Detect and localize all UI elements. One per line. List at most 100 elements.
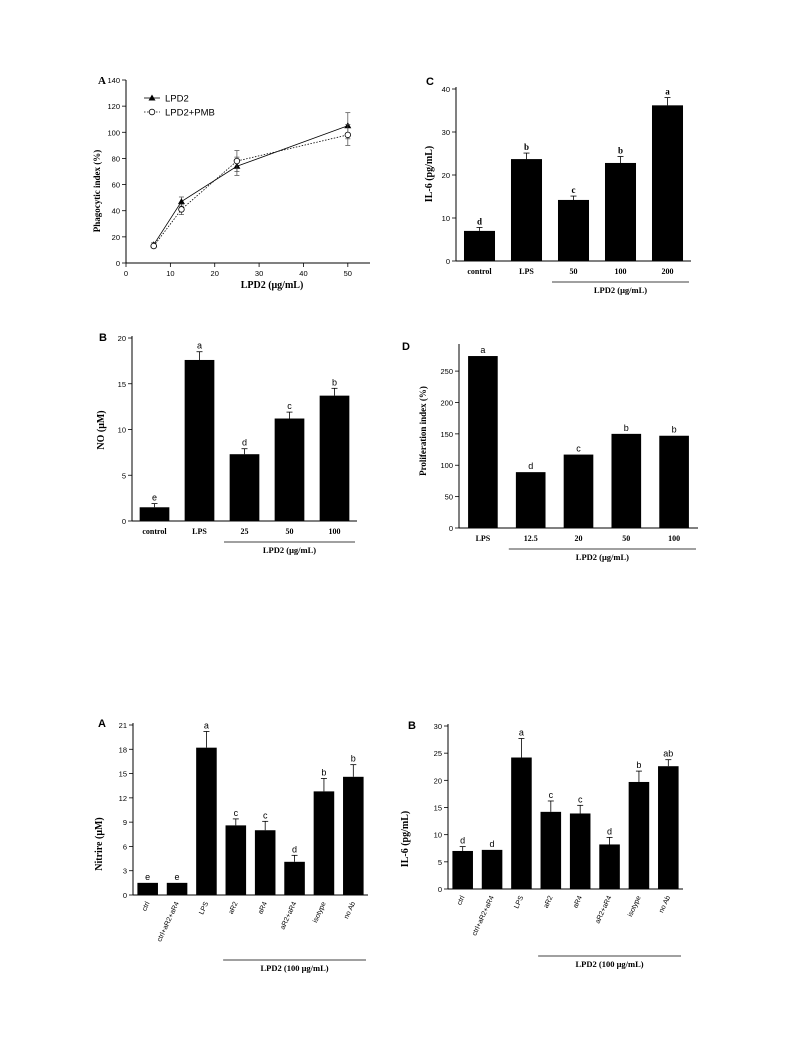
significance-letter: b [321, 767, 326, 777]
y-tick-label: 30 [442, 128, 450, 137]
y-tick-label: 20 [442, 171, 450, 180]
x-tick-label: ctrl+aR2+aR4 [471, 895, 496, 937]
panel-label: B [408, 720, 416, 732]
y-tick-label: 5 [438, 858, 442, 867]
x-tick-label: isotype [312, 901, 328, 924]
bar [658, 766, 679, 889]
x-tick-label: 20 [211, 269, 219, 278]
bar [563, 454, 594, 528]
y-axis-title: Proliferation index (%) [418, 386, 428, 476]
significance-letter: a [480, 345, 485, 355]
y-tick-label: 10 [442, 214, 450, 223]
bar [319, 395, 350, 521]
y-tick-label: 20 [118, 334, 126, 343]
significance-letter: a [519, 727, 524, 737]
y-tick-label: 0 [446, 257, 450, 266]
bar [139, 507, 170, 521]
y-axis-title: NO (μM) [96, 410, 107, 449]
x-tick-label: 12.5 [524, 534, 538, 543]
x-tick-label: aR4 [257, 901, 269, 916]
x-tick-label: LPS [476, 534, 491, 543]
group-label: LPD2 (100 μg/mL) [576, 959, 644, 969]
x-tick-label: LPS [192, 527, 207, 536]
chart-1c-il6: C IL-6 (pg/mL) 0 10 20 30 40 d control b LPS c 50 b… [424, 76, 691, 295]
bar [659, 435, 689, 528]
bar [166, 882, 188, 895]
legend: LPD2 LPD2+PMB [144, 94, 215, 119]
y-tick-label: 140 [107, 76, 120, 85]
bar [540, 811, 562, 889]
x-tick-label: ctrl [141, 900, 151, 912]
y-axis-title: IL-6 (pg/mL) [400, 811, 411, 867]
significance-letter: d [607, 826, 612, 836]
y-tick-label: 15 [434, 804, 442, 813]
bar [463, 230, 496, 261]
legend-marker-triangle [148, 94, 156, 101]
x-tick-label: 200 [662, 267, 674, 276]
y-tick-label: 6 [123, 842, 127, 851]
y-tick-label: 10 [434, 831, 442, 840]
significance-letter: b [672, 425, 677, 435]
x-tick-label: 10 [166, 269, 174, 278]
panel-label: C [426, 76, 434, 88]
y-tick-label: 50 [445, 493, 453, 502]
y-tick-label: 200 [440, 398, 453, 407]
x-tick-label: aR2 [543, 895, 555, 910]
legend-label: LPD2 [165, 94, 189, 105]
significance-letter: a [665, 87, 670, 97]
significance-letter: b [618, 146, 623, 156]
bar [604, 162, 637, 261]
x-tick-label: 100 [329, 527, 341, 536]
significance-letter: c [572, 185, 576, 195]
bar [225, 825, 247, 895]
significance-letter: d [490, 839, 495, 849]
x-tick-label: LPS [513, 895, 525, 910]
significance-letter: b [624, 423, 629, 433]
y-tick-label: 0 [116, 259, 120, 268]
bar [557, 199, 590, 261]
bar [452, 850, 473, 889]
x-tick-label: LPS [198, 901, 210, 916]
x-tick-label: 40 [299, 269, 307, 278]
y-tick-label: 15 [118, 380, 126, 389]
group-label: LPD2 (μg/mL) [594, 285, 647, 295]
series-line [153, 125, 348, 245]
data-point [177, 198, 185, 205]
group-label: LPD2 (μg/mL) [263, 545, 316, 555]
significance-letter: d [242, 438, 247, 448]
significance-letter: b [636, 760, 641, 770]
y-tick-label: 30 [434, 722, 442, 731]
significance-letter: e [152, 493, 157, 503]
y-tick-label: 0 [122, 517, 126, 526]
significance-letter: b [524, 142, 529, 152]
x-tick-label: aR4 [572, 895, 584, 910]
y-tick-label: 9 [123, 818, 127, 827]
x-tick-label: 100 [668, 534, 680, 543]
y-axis-title: Nitrire (μM) [94, 817, 105, 871]
panel-label: A [98, 718, 106, 730]
bar [515, 472, 546, 528]
y-tick-label: 10 [118, 426, 126, 435]
bar [274, 418, 305, 521]
bar [510, 159, 543, 261]
y-tick-label: 80 [112, 154, 120, 163]
x-tick-label: aR2+aR4 [594, 895, 613, 925]
y-tick-label: 100 [107, 128, 120, 137]
x-tick-label: ctrl+aR2+aR4 [156, 901, 181, 943]
y-tick-label: 0 [123, 891, 127, 900]
x-tick-label: 50 [344, 269, 352, 278]
significance-letter: e [175, 872, 180, 882]
x-tick-label: control [467, 267, 492, 276]
data-point [150, 242, 157, 250]
chart-2a-nitrite: A Nitrire (μM) 0 3 6 9 12 15 18 21 e ctrl e ctrl+aR… [94, 718, 368, 973]
bar [611, 433, 642, 528]
group-label: LPD2 (100 μg/mL) [261, 963, 329, 973]
x-tick-label: isotype [627, 895, 643, 918]
significance-letter: e [145, 872, 150, 882]
bar [651, 105, 684, 261]
x-tick-label: 50 [286, 527, 294, 536]
chart-1d-proliferation: D Proliferation index (%) 0 50 100 150 200 25… [402, 341, 698, 562]
y-tick-label: 25 [434, 749, 442, 758]
x-tick-label: 50 [622, 534, 630, 543]
chart-2b-il6: B IL-6 (pg/mL) 0 5 10 15 20 25 30 d ctrl d ctrl+aR… [400, 720, 683, 969]
